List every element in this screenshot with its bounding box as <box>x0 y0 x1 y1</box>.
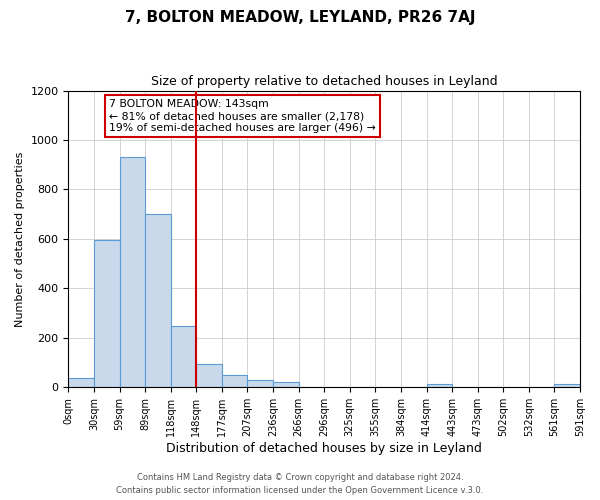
Text: 7 BOLTON MEADOW: 143sqm
← 81% of detached houses are smaller (2,178)
19% of semi: 7 BOLTON MEADOW: 143sqm ← 81% of detache… <box>109 100 376 132</box>
Bar <box>68 378 94 388</box>
Text: 7, BOLTON MEADOW, LEYLAND, PR26 7AJ: 7, BOLTON MEADOW, LEYLAND, PR26 7AJ <box>125 10 475 25</box>
Title: Size of property relative to detached houses in Leyland: Size of property relative to detached ho… <box>151 75 497 88</box>
Y-axis label: Number of detached properties: Number of detached properties <box>15 152 25 326</box>
Text: Contains HM Land Registry data © Crown copyright and database right 2024.
Contai: Contains HM Land Registry data © Crown c… <box>116 474 484 495</box>
Bar <box>171 326 196 388</box>
Bar <box>222 375 247 388</box>
Bar <box>145 214 171 388</box>
Bar <box>94 240 119 388</box>
Bar <box>119 158 145 388</box>
X-axis label: Distribution of detached houses by size in Leyland: Distribution of detached houses by size … <box>166 442 482 455</box>
Bar <box>247 380 273 388</box>
Bar <box>427 384 452 388</box>
Bar <box>196 364 222 388</box>
Bar <box>273 382 299 388</box>
Bar <box>554 384 580 388</box>
